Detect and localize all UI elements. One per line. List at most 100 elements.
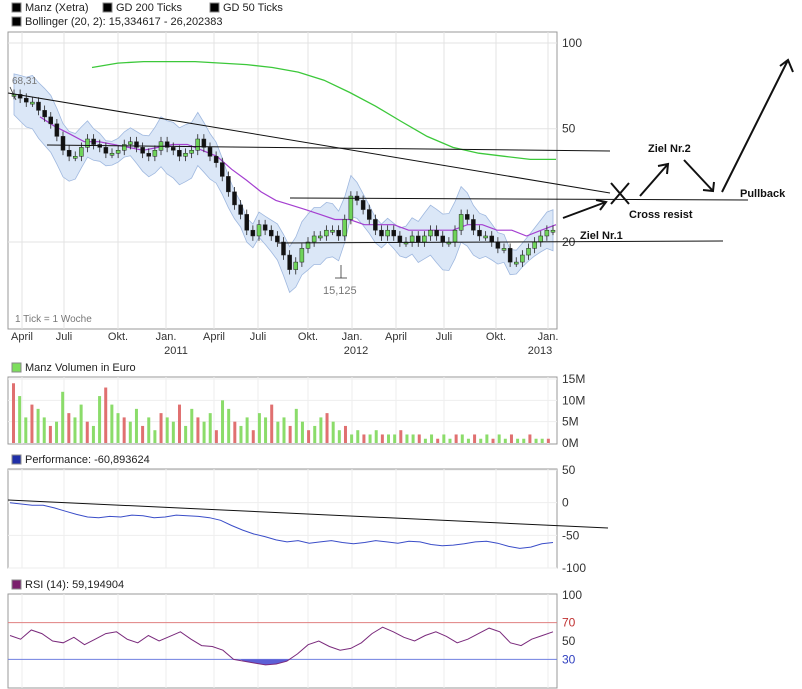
volume-bar-51	[325, 413, 329, 443]
volume-bar-17	[116, 413, 120, 443]
candle-body-27	[177, 150, 182, 157]
volume-bar-19	[128, 421, 132, 443]
price-legend: Manz (Xetra) GD 200 Ticks GD 50 Ticks Bo…	[11, 2, 283, 28]
volume-bar-48	[307, 430, 311, 443]
volume-y-tick-1: 10M	[562, 393, 585, 407]
candle-body-19	[128, 141, 133, 145]
performance-title: Performance: -60,893624	[25, 454, 150, 466]
candle-body-50	[318, 235, 323, 239]
candle-body-83	[520, 254, 525, 263]
candle-body-40	[256, 224, 262, 237]
candle-body-37	[238, 204, 243, 215]
candle-body-34	[220, 162, 225, 177]
volume-bar-71	[448, 438, 452, 443]
candle-body-75	[471, 219, 476, 231]
volume-bar-86	[540, 438, 544, 443]
volume-y-axis: 15M 10M 5M 0M	[562, 372, 585, 450]
candle-body-49	[311, 235, 317, 243]
price-x-axis: April Juli Okt. Jan. April Juli Okt. Jan. April J…	[11, 331, 558, 357]
volume-bar-79	[497, 434, 501, 443]
rsi-grid	[8, 594, 557, 688]
volume-bar-40	[257, 413, 261, 443]
price-year-label-1: 2012	[344, 345, 368, 357]
volume-bar-16	[110, 404, 114, 443]
candle-body-42	[269, 229, 274, 237]
candle-body-45	[287, 254, 292, 270]
volume-bar-32	[208, 413, 212, 443]
candle-body-84	[526, 248, 531, 256]
candle-body-29	[189, 150, 194, 154]
volume-bar-33	[214, 430, 218, 443]
candle-body-17	[115, 150, 121, 154]
volume-bar-31	[202, 421, 206, 443]
volume-bar-84	[528, 434, 532, 443]
candle-body-2	[24, 97, 29, 103]
price-x-tick-2: Okt.	[108, 331, 128, 343]
volume-bar-74	[466, 438, 470, 443]
candle-body-13	[91, 138, 96, 145]
candle-body-44	[281, 241, 286, 256]
candle-body-33	[213, 156, 219, 163]
candle-body-63	[397, 235, 403, 243]
volume-bar-41	[264, 417, 268, 443]
candle-body-23	[152, 150, 158, 157]
price-x-tick-4: April	[203, 331, 225, 343]
arrow-1	[562, 199, 608, 219]
legend-swatch-manz	[11, 2, 22, 13]
candle-body-85	[532, 241, 537, 249]
volume-bar-18	[122, 417, 126, 443]
volume-bar-30	[196, 417, 200, 443]
candle-body-52	[330, 229, 335, 233]
legend-label-gd200: GD 200 Ticks	[116, 2, 183, 14]
volume-bar-9	[67, 413, 71, 443]
gd200-line	[91, 60, 556, 161]
volume-bar-83	[522, 438, 526, 443]
volume-bar-26	[171, 421, 175, 443]
volume-bar-50	[319, 417, 323, 443]
volume-bar-59	[374, 430, 378, 443]
legend-label-bollinger: Bollinger (20, 2): 15,334617 - 26,202383	[25, 16, 223, 28]
price-x-tick-9: Juli	[436, 331, 453, 343]
legend-swatch-gd50	[209, 2, 220, 13]
volume-bar-24	[159, 413, 163, 443]
candle-body-36	[232, 191, 237, 206]
candle-body-32	[207, 147, 213, 157]
volume-bar-14	[98, 396, 102, 443]
volume-bar-65	[411, 434, 415, 443]
volume-bar-7	[55, 421, 59, 443]
volume-title: Manz Volumen in Euro	[25, 362, 136, 374]
candle-body-10	[73, 156, 78, 159]
volume-bar-57	[362, 434, 366, 443]
rsi-y-tick-2: 50	[562, 634, 576, 648]
horizontal-line-mid	[289, 197, 749, 201]
candle-body-8	[60, 136, 66, 151]
candle-body-5	[42, 110, 47, 118]
legend-label-gd50: GD 50 Ticks	[223, 2, 283, 14]
candle-body-38	[244, 214, 249, 231]
high-label: 68,31	[12, 76, 37, 87]
price-x-tick-1: Juli	[56, 331, 73, 343]
rsi-oversold-fill	[240, 659, 291, 665]
volume-bar-20	[134, 408, 138, 443]
candle-body-20	[134, 141, 139, 148]
candle-body-7	[54, 123, 60, 137]
volume-bar-3	[30, 404, 34, 443]
candle-body-30	[195, 138, 200, 151]
volume-bar-53	[337, 430, 341, 443]
support-line-upper	[46, 144, 611, 152]
drawings: Cross resist Ziel Nr.2 Pullback Ziel Nr.…	[7, 58, 794, 244]
volume-bar-36	[233, 421, 237, 443]
volume-bar-42	[270, 404, 274, 443]
candle-body-41	[262, 224, 268, 231]
rsi-panel-frame	[7, 593, 558, 689]
price-panel-frame	[7, 31, 558, 330]
volume-bar-60	[380, 434, 384, 443]
candle-body-9	[66, 150, 72, 157]
candle-body-78	[489, 235, 494, 243]
volume-bar-66	[417, 434, 421, 443]
candle-body-88	[550, 229, 556, 233]
volume-bar-62	[393, 434, 397, 443]
tick-note: 1 Tick = 1 Woche	[15, 314, 92, 325]
candle-body-53	[336, 229, 341, 237]
volume-bar-35	[227, 408, 231, 443]
